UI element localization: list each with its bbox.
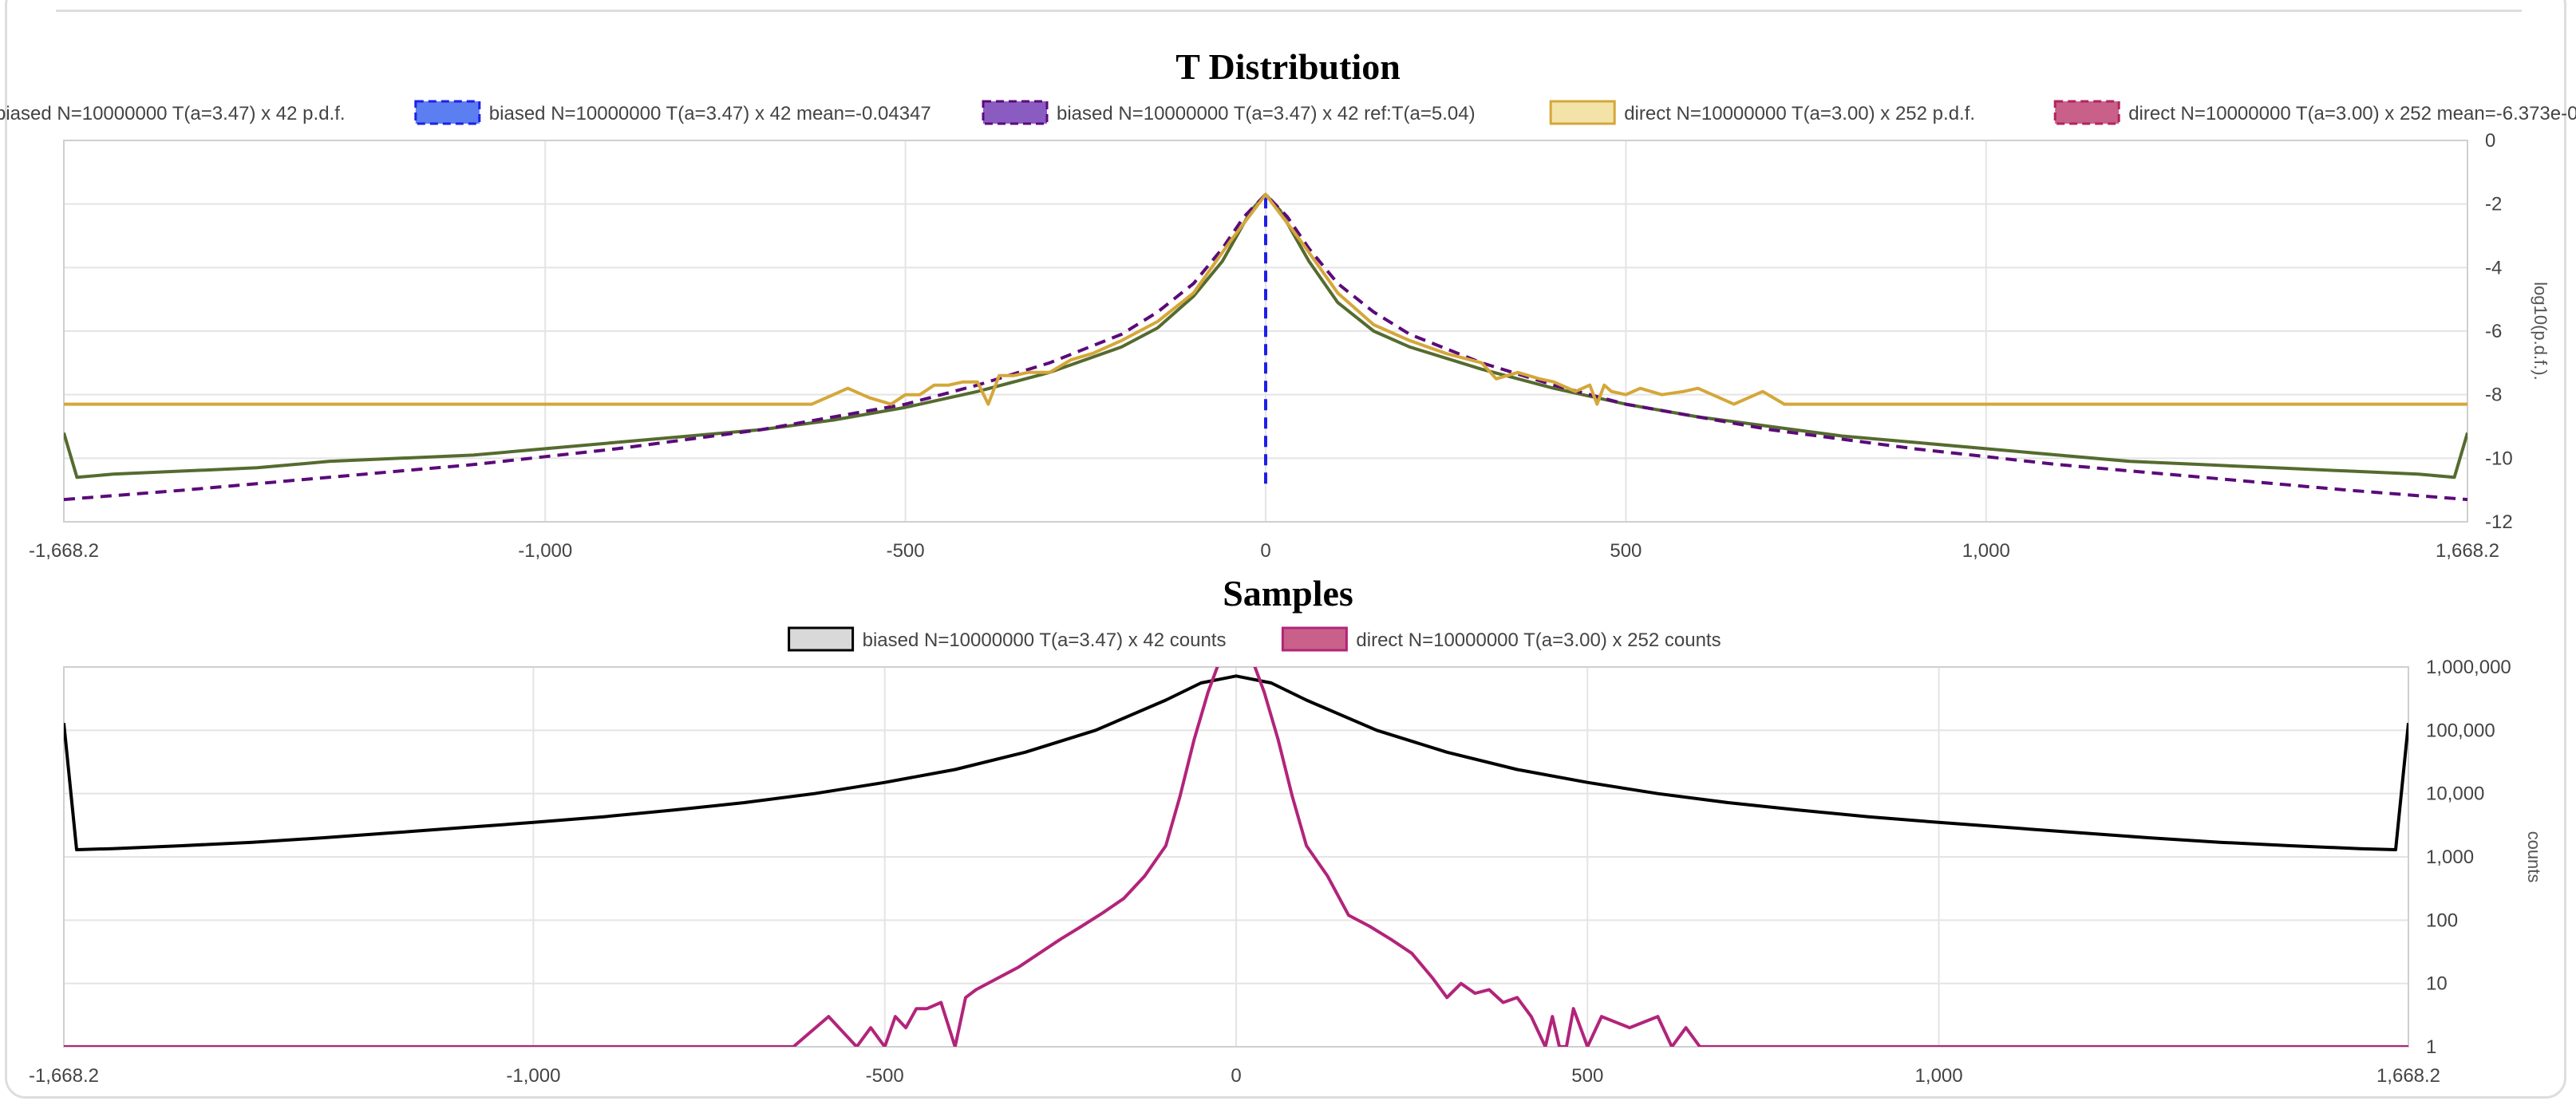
plot-frame <box>63 666 2409 1048</box>
divider <box>56 10 2522 12</box>
y-tick-label: -10 <box>2485 448 2513 469</box>
x-tick-label: -500 <box>866 1065 904 1087</box>
series-line-direct-n-10000000-t-a-3-00-x-252-counts <box>64 667 2408 1047</box>
legend-swatch <box>414 100 481 125</box>
x-tick-label: -1,668.2 <box>29 1065 99 1087</box>
x-tick-label: -1,668.2 <box>29 540 99 562</box>
y-axis-label: log10(p.d.f.). <box>2531 282 2550 381</box>
series-line-direct-n-10000000-t-a-3-00-x-252-p-d-f <box>64 192 2467 406</box>
legend-label: biased N=10000000 T(a=3.47) x 42 mean=-0… <box>489 103 931 124</box>
legend-item-biased-n-10000000-t-a-3-47-x-42-mean-0-04347: biased N=10000000 T(a=3.47) x 42 mean=-0… <box>414 100 931 125</box>
legend-label: direct N=10000000 T(a=3.00) x 252 mean=-… <box>2128 103 2576 124</box>
x-tick-label: 500 <box>1571 1065 1603 1087</box>
legend-swatch <box>1549 100 1616 125</box>
plot-t-distribution: -1,668.2 -1,000 -500 0 500 1,000 1,668.2 0 -2 -4 -… <box>29 130 2550 562</box>
series-group <box>64 667 2408 1047</box>
x-tick-label: 1,668.2 <box>2376 1065 2440 1087</box>
legend-item-direct-n-10000000-t-a-3-00-x-252-p-d-f: direct N=10000000 T(a=3.00) x 252 p.d.f. <box>1549 100 1975 125</box>
x-tick-label: -500 <box>887 540 925 562</box>
plot-samples: -1,668.2 -1,000 -500 0 500 1,000 1,668.2 1,000,… <box>29 657 2544 1087</box>
legend-t-distribution: biased N=10000000 T(a=3.47) x 42 p.d.f. b… <box>0 100 2576 125</box>
x-tick-label: 1,000 <box>1915 1065 1963 1087</box>
legend-samples: biased N=10000000 T(a=3.47) x 42 counts d… <box>788 626 1721 652</box>
y-tick-label: 100 <box>2426 910 2458 931</box>
x-tick-label: -1,000 <box>506 1065 560 1087</box>
y-tick-label: 0 <box>2485 130 2495 152</box>
legend-label: biased N=10000000 T(a=3.47) x 42 p.d.f. <box>0 103 346 124</box>
y-tick-label: 10 <box>2426 973 2448 995</box>
y-tick-label: 1,000 <box>2426 847 2474 868</box>
legend-item-biased-n-10000000-t-a-3-47-x-42-ref-t-a-5-04: biased N=10000000 T(a=3.47) x 42 ref:T(a… <box>982 100 1476 125</box>
x-tick-label: -1,000 <box>518 540 572 562</box>
legend-label: direct N=10000000 T(a=3.00) x 252 p.d.f. <box>1624 103 1975 124</box>
plot-frame <box>63 140 2468 523</box>
x-tick-label: 1,000 <box>1962 540 2010 562</box>
legend-swatch <box>788 626 855 652</box>
legend-item-direct-n-10000000-t-a-3-00-x-252-mean-6-373e-05: direct N=10000000 T(a=3.00) x 252 mean=-… <box>2053 100 2576 125</box>
y-tick-label: -4 <box>2485 257 2502 278</box>
legend-swatch <box>1281 626 1348 652</box>
legend-swatch <box>2053 100 2120 125</box>
legend-label: direct N=10000000 T(a=3.00) x 252 counts <box>1356 629 1721 651</box>
legend-label: biased N=10000000 T(a=3.47) x 42 ref:T(a… <box>1057 103 1476 124</box>
y-axis-label: counts <box>2524 831 2544 883</box>
y-tick-label: -12 <box>2485 511 2513 533</box>
y-tick-label: -8 <box>2485 385 2502 406</box>
legend-item-biased-n-10000000-t-a-3-47-x-42-counts: biased N=10000000 T(a=3.47) x 42 counts <box>788 626 1227 652</box>
y-tick-label: -2 <box>2485 194 2502 215</box>
x-tick-label: 500 <box>1610 540 1642 562</box>
y-tick-label: -6 <box>2485 321 2502 342</box>
y-tick-label: 100,000 <box>2426 720 2495 741</box>
chart-title-samples: Samples <box>1223 573 1353 614</box>
series-line-biased-n-10000000-t-a-3-47-x-42-ref-t-a-5-04 <box>64 192 2467 502</box>
x-tick-label: 1,668.2 <box>2436 540 2499 562</box>
chart-title-t-distribution: T Distribution <box>1175 46 1401 87</box>
legend-item-direct-n-10000000-t-a-3-00-x-252-counts: direct N=10000000 T(a=3.00) x 252 counts <box>1281 626 1721 652</box>
y-tick-label: 1,000,000 <box>2426 657 2511 678</box>
legend-item-biased-n-10000000-t-a-3-47-x-42-p-d-f: biased N=10000000 T(a=3.47) x 42 p.d.f. <box>0 103 346 124</box>
y-tick-label: 10,000 <box>2426 783 2484 805</box>
x-tick-label: 0 <box>1231 1065 1241 1087</box>
series-line-biased-n-10000000-t-a-3-47-x-42-counts <box>64 674 2408 851</box>
x-tick-label: 0 <box>1260 540 1270 562</box>
legend-swatch <box>982 100 1049 125</box>
y-tick-label: 1 <box>2426 1036 2436 1058</box>
chart-panel <box>5 0 2566 1099</box>
series-group <box>64 192 2467 502</box>
legend-label: biased N=10000000 T(a=3.47) x 42 counts <box>863 629 1227 651</box>
